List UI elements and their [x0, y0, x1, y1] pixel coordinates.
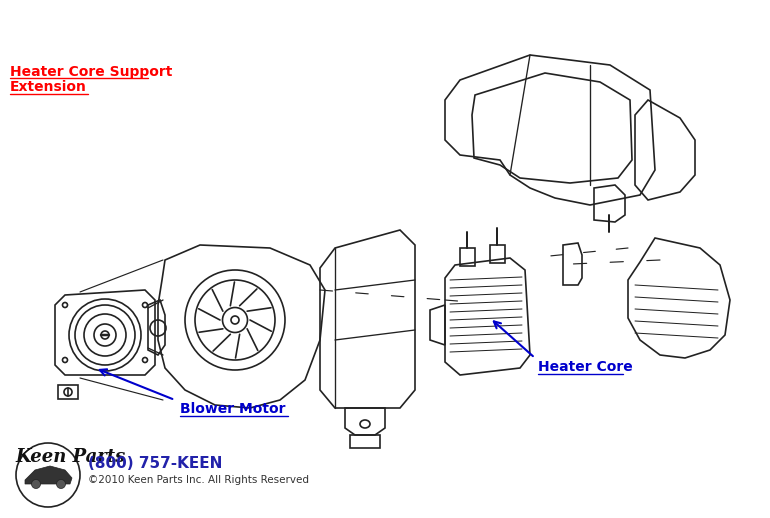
- Bar: [58, 385, 78, 399]
- Text: Heater Core Support: Heater Core Support: [10, 65, 172, 79]
- Text: Heater Core: Heater Core: [538, 360, 633, 374]
- Circle shape: [16, 443, 80, 507]
- Ellipse shape: [56, 480, 65, 488]
- Ellipse shape: [32, 480, 41, 488]
- Text: Blower Motor: Blower Motor: [180, 402, 286, 416]
- Bar: [460, 248, 475, 266]
- Text: ©2010 Keen Parts Inc. All Rights Reserved: ©2010 Keen Parts Inc. All Rights Reserve…: [88, 475, 309, 485]
- Bar: [490, 245, 505, 263]
- Text: Extension: Extension: [10, 80, 87, 94]
- Text: (800) 757-KEEN: (800) 757-KEEN: [88, 456, 223, 471]
- Polygon shape: [25, 466, 72, 484]
- Text: Keen Parts: Keen Parts: [15, 448, 126, 466]
